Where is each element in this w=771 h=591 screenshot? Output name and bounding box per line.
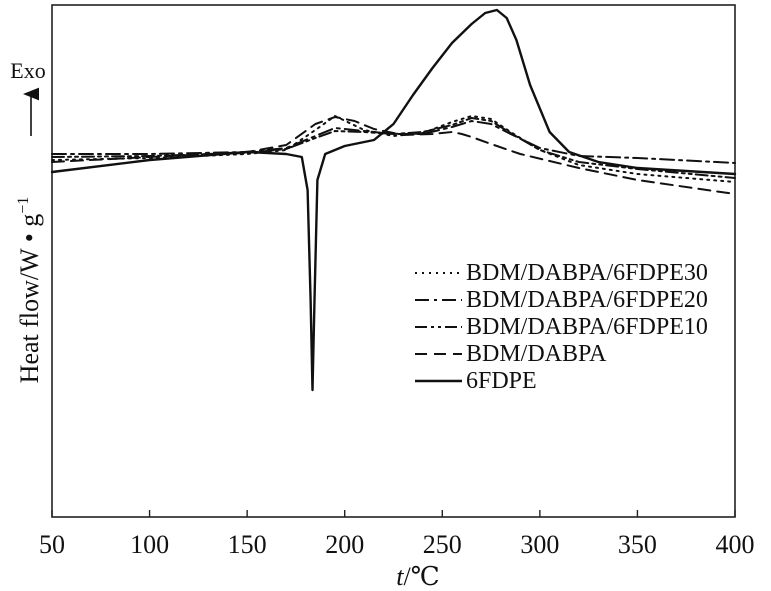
legend-label: BDM/DABPA/6FDPE10 xyxy=(466,314,708,340)
series-line-bdm-dabpa-6fdpe30 xyxy=(51,115,736,183)
legend-label: BDM/DABPA/6FDPE30 xyxy=(466,260,708,286)
y-axis-label-main: Heat flow/W • g xyxy=(15,214,44,384)
x-tick-label: 350 xyxy=(618,530,657,559)
legend-label: BDM/DABPA/6FDPE20 xyxy=(466,287,708,313)
x-tick-label: 200 xyxy=(325,530,364,559)
y-axis-label-sup: −1 xyxy=(15,197,32,214)
legend-label: 6FDPE xyxy=(466,368,537,394)
exo-label: Exo xyxy=(10,58,45,83)
x-axis-label-unit: /℃ xyxy=(403,562,439,591)
x-tick-label: 150 xyxy=(228,530,267,559)
series-line-6fdpe xyxy=(50,8,737,392)
x-tick-label: 100 xyxy=(130,530,169,559)
x-axis-label-var: t xyxy=(396,562,404,591)
series-line-bdm-dabpa xyxy=(51,116,736,195)
x-tick-label: 300 xyxy=(520,530,559,559)
x-tick-label: 50 xyxy=(39,530,65,559)
x-axis-label: t/℃ xyxy=(396,562,440,591)
plot-frame xyxy=(51,4,736,518)
x-tick-label: 250 xyxy=(423,530,462,559)
legend-label: BDM/DABPA xyxy=(466,341,607,367)
x-axis-ticks: 50 100 150 200 250 300 350 400 xyxy=(39,510,755,559)
x-tick-label: 400 xyxy=(716,530,755,559)
series-line-bdm-dabpa-6fdpe10 xyxy=(51,117,736,179)
series-layer xyxy=(50,8,737,392)
y-axis-label: Heat flow/W • g−1 xyxy=(15,197,44,384)
legend: BDM/DABPA/6FDPE30BDM/DABPA/6FDPE20BDM/DA… xyxy=(415,260,708,394)
